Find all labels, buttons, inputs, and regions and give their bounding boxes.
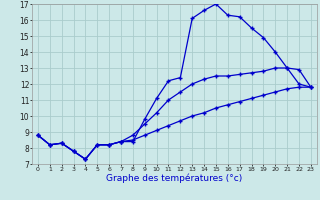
X-axis label: Graphe des températures (°c): Graphe des températures (°c) <box>106 173 243 183</box>
